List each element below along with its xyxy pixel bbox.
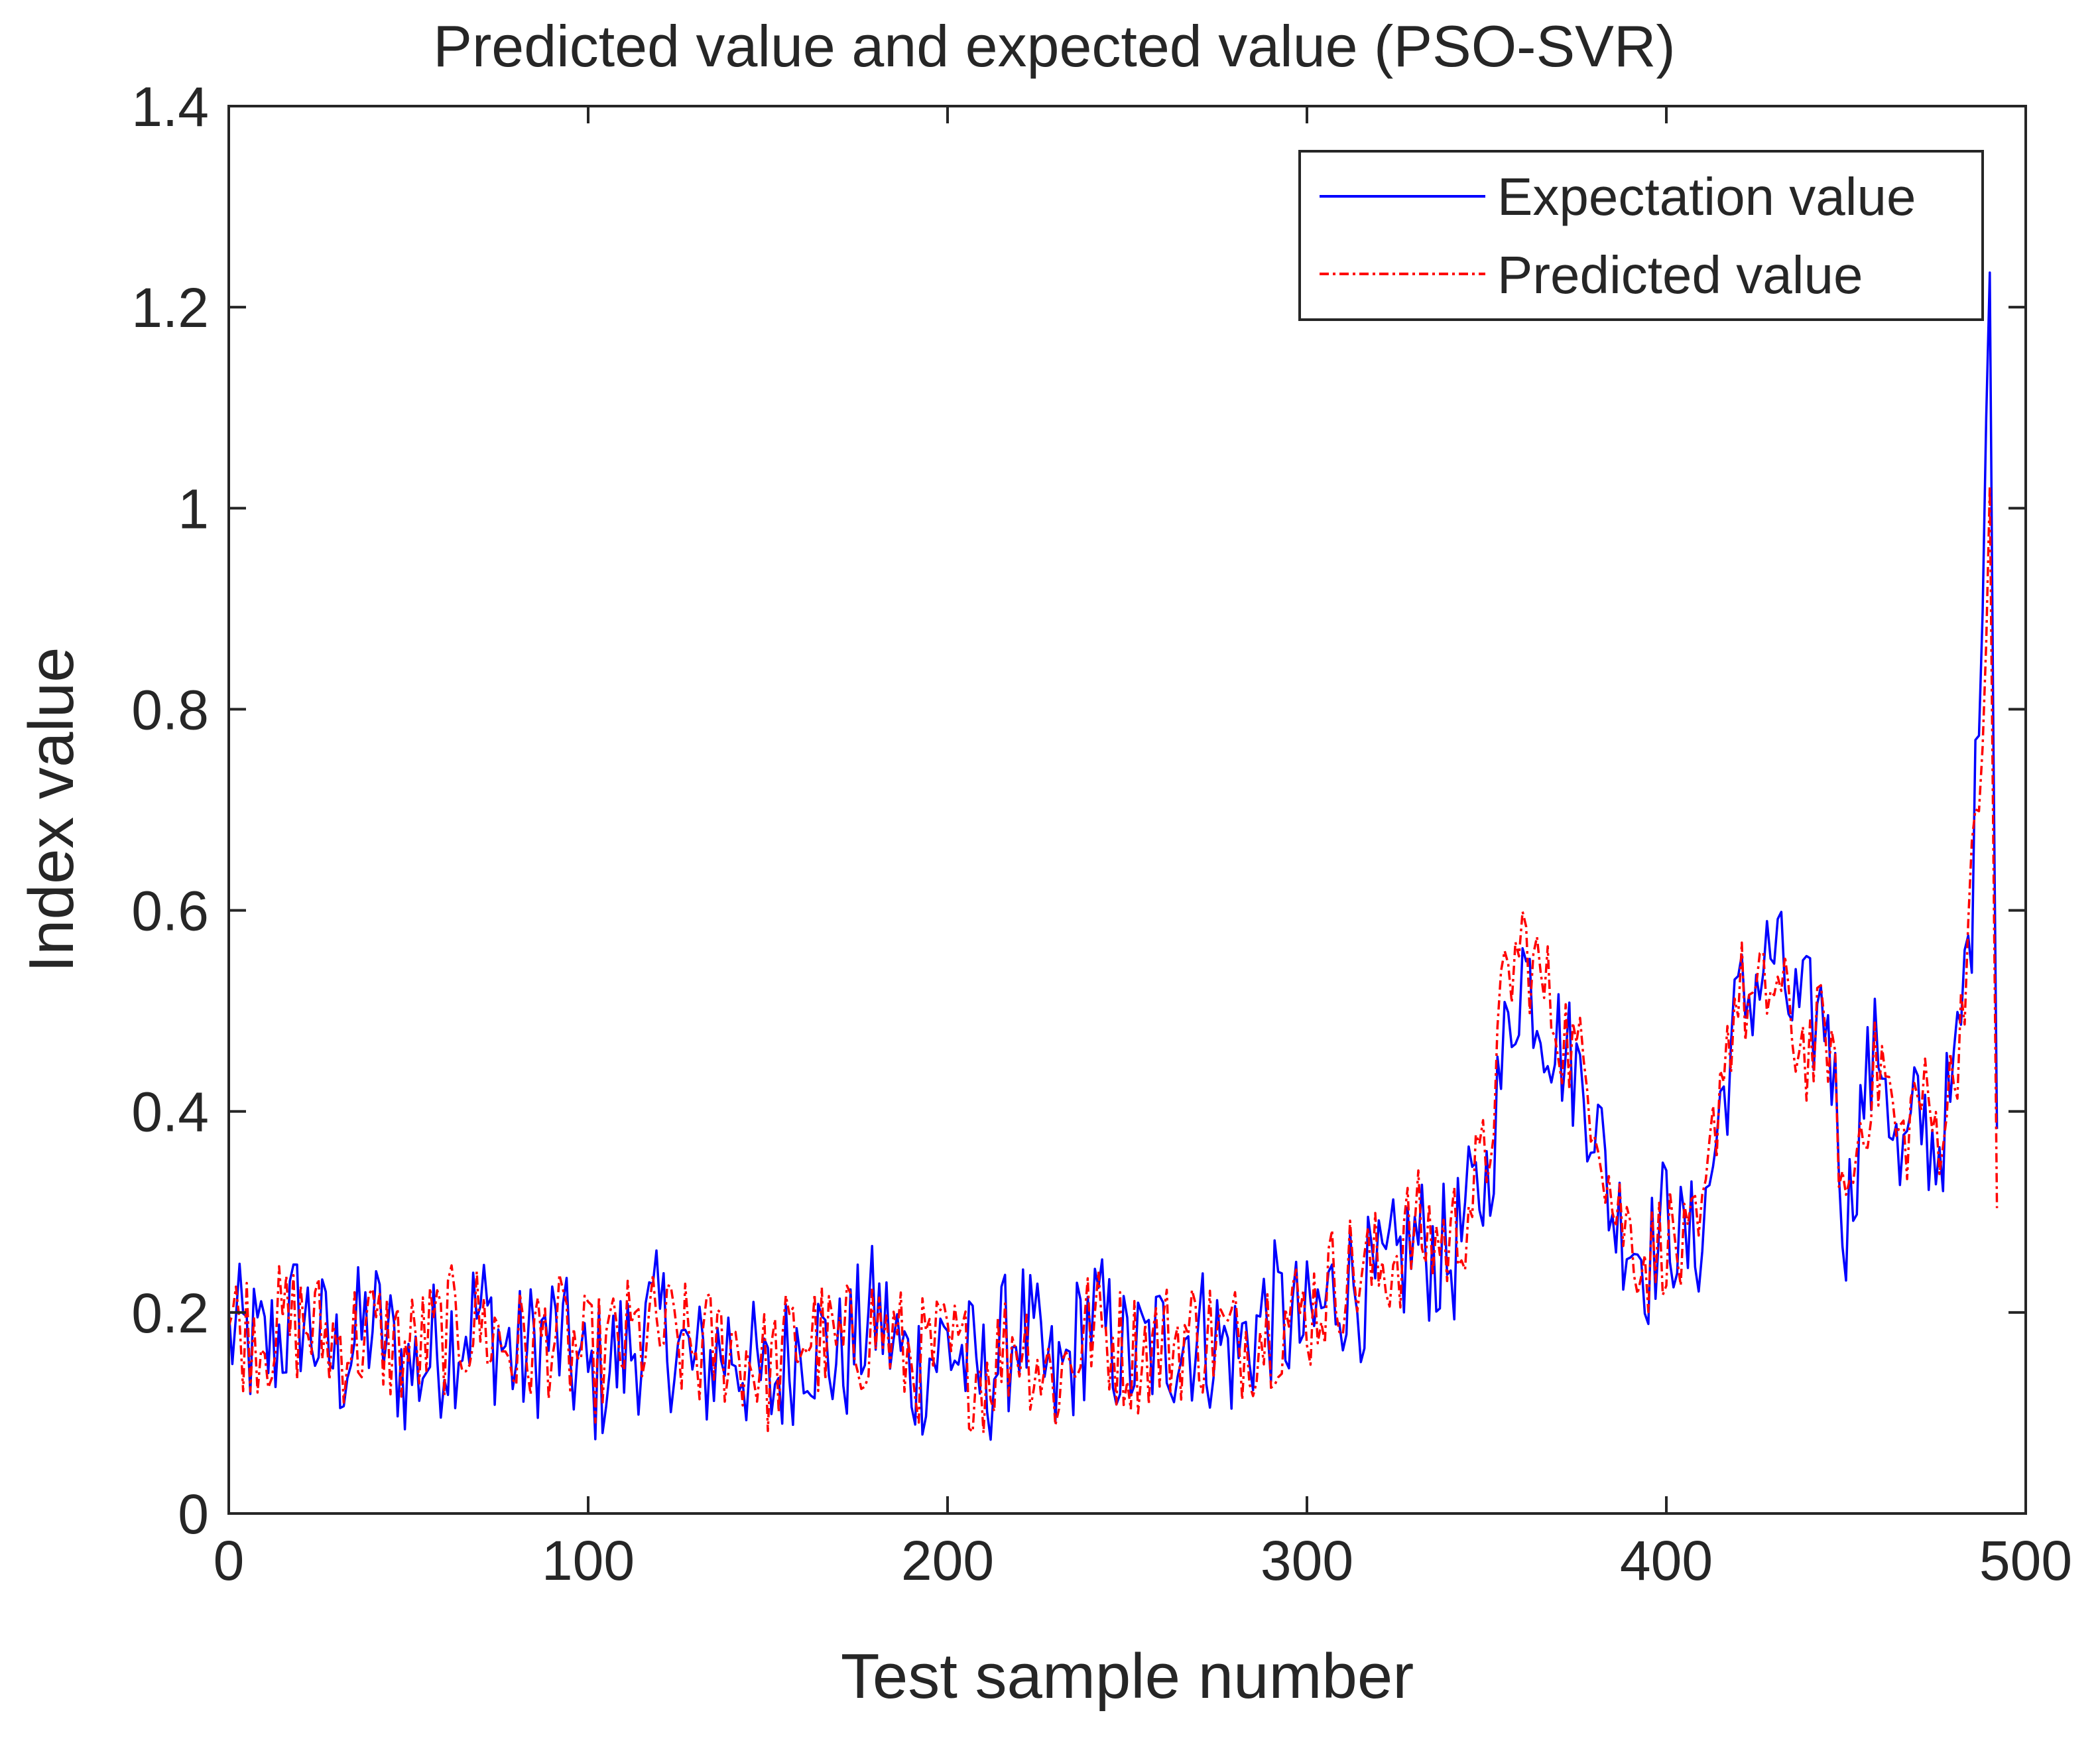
x-tick-label: 200: [901, 1529, 994, 1592]
legend-label-expectation: Expectation value: [1497, 167, 1916, 226]
plot-background: [229, 106, 2026, 1513]
x-tick-label: 0: [214, 1529, 245, 1592]
x-tick-label: 400: [1620, 1529, 1713, 1592]
ticks-layer: 0 100 200 300 400 500 0 0.2 0.4 0.6 0.8 1 1.2 1.4: [131, 76, 2072, 1592]
legend: Expectation value Predicted value: [1298, 150, 1984, 321]
x-axis-label: Test sample number: [841, 1641, 1414, 1712]
axes-box: [227, 105, 2027, 1515]
y-tick-label: 1.4: [131, 76, 209, 138]
y-tick-label: 0: [178, 1483, 209, 1545]
x-tick-label: 300: [1261, 1529, 1353, 1592]
y-tick-label: 0.4: [131, 1081, 209, 1143]
series-line-predicted: [227, 485, 1999, 1435]
y-tick-label: 0.6: [131, 880, 209, 942]
legend-box: [1298, 150, 1984, 321]
y-tick-label: 1: [178, 478, 209, 540]
y-tick-label: 1.2: [131, 277, 209, 339]
y-tick-label: 0.2: [131, 1282, 209, 1344]
series-line-expectation: [227, 271, 1999, 1441]
plot-area: 0 100 200 300 400 500 0 0.2 0.4 0.6 0.8 1 1.2 1.4: [131, 76, 2072, 1592]
x-tick-label: 500: [1979, 1529, 2072, 1592]
chart-title: Predicted value and expected value (PSO-…: [433, 13, 1675, 79]
x-tick-label: 100: [542, 1529, 635, 1592]
y-axis-label: Index value: [16, 647, 87, 972]
series-layer: [227, 271, 1999, 1441]
legend-label-predicted: Predicted value: [1497, 245, 1863, 304]
y-tick-label: 0.8: [131, 678, 209, 741]
